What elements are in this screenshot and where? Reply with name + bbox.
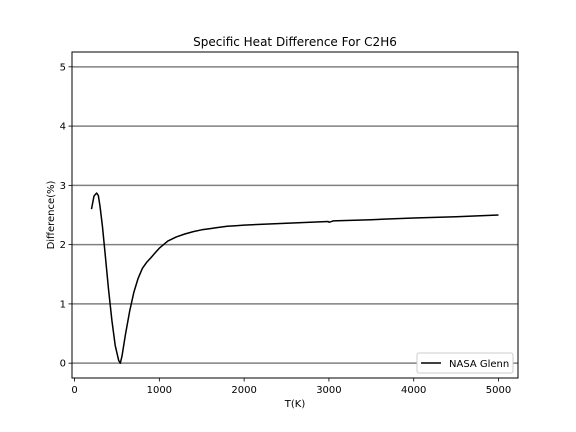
x-tick-label: 2000	[231, 385, 256, 396]
legend: NASA Glenn	[417, 353, 513, 373]
x-axis-label: T(K)	[284, 399, 306, 410]
plot-area	[72, 52, 518, 378]
y-tick-label: 3	[60, 181, 66, 192]
chart-title: Specific Heat Difference For C2H6	[193, 35, 397, 49]
y-axis-label: Difference(%)	[46, 180, 57, 249]
x-tick-label: 3000	[316, 385, 341, 396]
x-tick-label: 5000	[486, 385, 511, 396]
y-tick-label: 4	[60, 122, 66, 133]
y-tick-label: 1	[60, 299, 66, 310]
x-tick-label: 1000	[147, 385, 172, 396]
y-tick-label: 0	[60, 359, 66, 370]
x-tick-label: 4000	[401, 385, 426, 396]
x-axis-ticks: 0 1000 2000 3000 4000 5000	[71, 378, 511, 396]
y-tick-label: 5	[60, 62, 66, 73]
legend-label-nasa-glenn: NASA Glenn	[449, 359, 509, 370]
x-tick-label: 0	[71, 385, 77, 396]
y-axis-ticks: 0 1 2 3 4 5	[60, 62, 72, 369]
y-tick-label: 2	[60, 240, 66, 251]
